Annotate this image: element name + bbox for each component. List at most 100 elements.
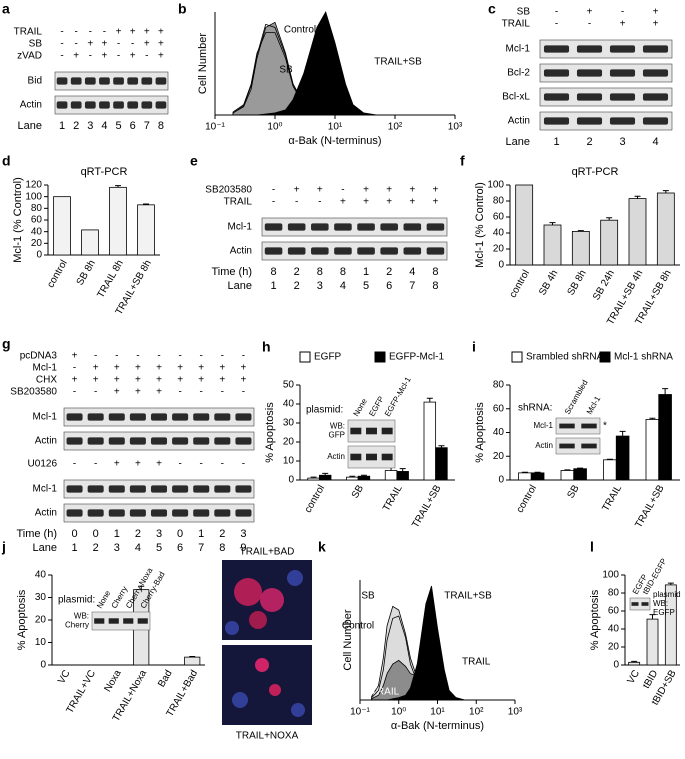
inset-band bbox=[581, 443, 597, 449]
cell bbox=[234, 578, 262, 606]
footer-label: Lane bbox=[18, 120, 42, 132]
footer-value: 2 bbox=[294, 266, 300, 278]
condition-sign: - bbox=[242, 387, 245, 398]
footer-value: 4 bbox=[101, 120, 107, 132]
x-tick-label: control bbox=[508, 268, 533, 299]
footer-value: 7 bbox=[198, 542, 204, 554]
footer-value: 0 bbox=[71, 528, 77, 540]
bar bbox=[573, 468, 587, 481]
condition-sign: + bbox=[653, 19, 659, 30]
blot-band bbox=[642, 117, 669, 125]
blot-band bbox=[609, 117, 636, 125]
blot-band bbox=[150, 413, 168, 421]
blot-strip bbox=[261, 217, 448, 237]
blot-band bbox=[576, 69, 603, 77]
footer-value: 3 bbox=[317, 280, 323, 292]
footer-value: 2 bbox=[73, 120, 79, 132]
bar bbox=[307, 477, 320, 481]
band-label: Actin bbox=[20, 100, 42, 111]
cell bbox=[225, 621, 239, 635]
band-label: Bid bbox=[28, 76, 42, 87]
y-axis-label: % Apoptosis bbox=[264, 402, 276, 463]
inset-band bbox=[366, 427, 377, 435]
condition-sign: - bbox=[272, 197, 275, 208]
blot-strip bbox=[539, 87, 673, 107]
condition-label: TRAIL bbox=[14, 27, 43, 38]
blot-band bbox=[334, 247, 352, 255]
error-bar bbox=[667, 582, 674, 585]
blot-band bbox=[113, 101, 124, 109]
cell bbox=[291, 703, 305, 717]
y-tick-label: 100 bbox=[487, 180, 504, 191]
bar bbox=[515, 184, 534, 266]
condition-sign: + bbox=[198, 375, 204, 386]
condition-sign: - bbox=[200, 387, 203, 398]
blot-band bbox=[87, 509, 104, 517]
footer-value: 3 bbox=[240, 528, 246, 540]
blot-band bbox=[426, 223, 445, 231]
condition-sign: - bbox=[75, 39, 78, 50]
error-bar bbox=[399, 468, 406, 472]
error-bar bbox=[564, 469, 571, 471]
panel-letter: b bbox=[178, 1, 187, 17]
series-label: TRAIL+SB bbox=[374, 57, 422, 68]
error-bar bbox=[138, 585, 145, 590]
panel-letter: j bbox=[1, 539, 6, 555]
y-axis-label: Mcl-1 (% Control) bbox=[12, 177, 24, 263]
blot-band bbox=[403, 223, 422, 231]
footer-value: 2 bbox=[386, 266, 392, 278]
x-tick-label: 10⁰ bbox=[267, 122, 282, 133]
y-tick-label: 40 bbox=[31, 226, 43, 237]
series-label: TRAIL+SB bbox=[444, 591, 492, 602]
footer-value: 5 bbox=[116, 120, 122, 132]
y-tick-label: 100 bbox=[602, 570, 619, 581]
blot-band bbox=[334, 223, 352, 231]
y-tick-label: 20 bbox=[608, 642, 620, 653]
footer-value: 1 bbox=[271, 280, 277, 292]
band-label: Actin bbox=[35, 436, 57, 447]
condition-sign: + bbox=[177, 363, 183, 374]
cell bbox=[287, 570, 303, 586]
error-bar bbox=[631, 660, 638, 663]
error-bar bbox=[606, 217, 613, 221]
condition-sign: - bbox=[60, 27, 63, 38]
condition-sign: + bbox=[102, 51, 108, 62]
blot-band bbox=[56, 101, 68, 109]
condition-sign: + bbox=[130, 51, 136, 62]
blot-band bbox=[99, 77, 110, 85]
condition-sign: - bbox=[588, 19, 591, 30]
condition-sign: + bbox=[114, 459, 120, 470]
x-tick-label: SB 8h bbox=[566, 268, 589, 297]
error-bar bbox=[549, 222, 556, 225]
bar bbox=[571, 230, 590, 266]
condition-sign: + bbox=[241, 363, 247, 374]
blot-band bbox=[311, 223, 329, 231]
panel-letter: h bbox=[262, 339, 271, 355]
blot-band bbox=[609, 45, 636, 53]
blot-strip bbox=[539, 111, 673, 131]
inset-blot bbox=[91, 611, 151, 631]
footer-label: Time (h) bbox=[16, 528, 57, 540]
condition-sign: - bbox=[117, 39, 120, 50]
footer-value: 3 bbox=[87, 120, 93, 132]
footer-value: 5 bbox=[363, 280, 369, 292]
condition-sign: + bbox=[433, 185, 439, 196]
condition-sign: - bbox=[157, 351, 160, 362]
condition-sign: - bbox=[136, 351, 139, 362]
condition-sign: + bbox=[294, 185, 300, 196]
band-label: Mcl-1 bbox=[506, 44, 531, 55]
blot-band bbox=[66, 413, 83, 421]
bar bbox=[560, 470, 575, 481]
condition-label: SB203580 bbox=[10, 387, 57, 398]
blot-band bbox=[66, 437, 83, 445]
footer-value: 7 bbox=[409, 280, 415, 292]
inset-band bbox=[108, 618, 119, 624]
y-tick-label: 20 bbox=[493, 451, 505, 462]
band-label: Actin bbox=[230, 246, 252, 257]
panel-letter: g bbox=[2, 336, 11, 352]
blot-band bbox=[113, 77, 124, 85]
footer-value: 2 bbox=[586, 136, 592, 148]
condition-label: TRAIL bbox=[502, 19, 531, 30]
condition-sign: + bbox=[433, 197, 439, 208]
condition-sign: - bbox=[145, 51, 148, 62]
